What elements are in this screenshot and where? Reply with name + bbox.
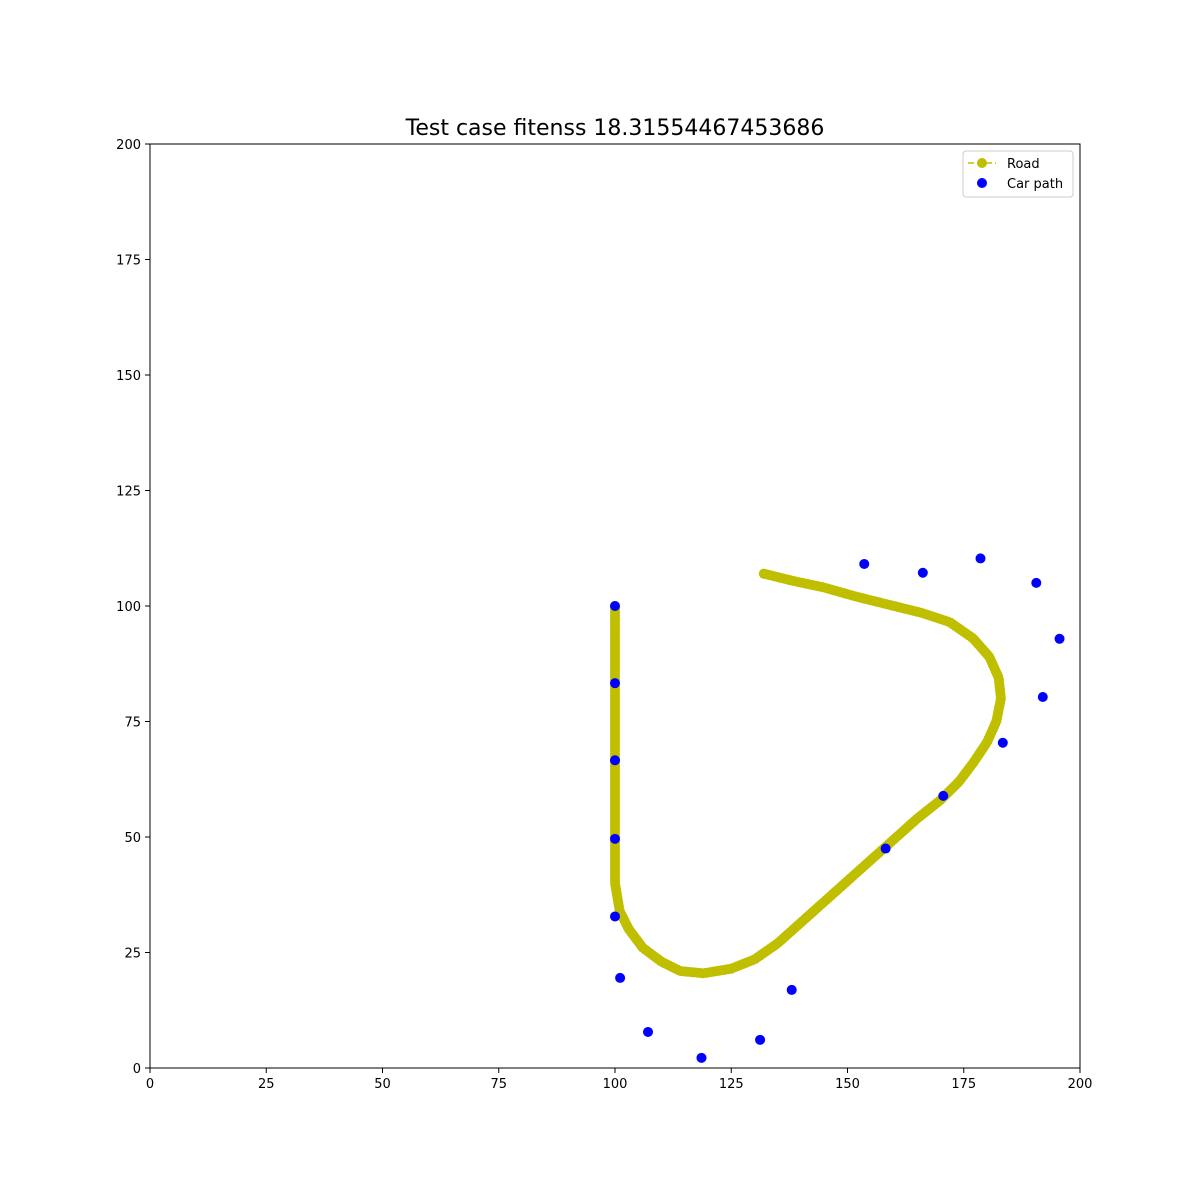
y-tick-label: 75	[124, 716, 141, 731]
road-series	[610, 568, 1006, 979]
car-path-point	[880, 843, 891, 854]
road-point	[758, 568, 769, 579]
car-path-point	[610, 601, 620, 611]
x-axis: 0 25 50 75 100 125 150 175 200	[146, 1068, 1093, 1092]
y-tick-label: 25	[124, 947, 141, 962]
x-tick-label: 200	[1068, 1077, 1093, 1092]
y-tick-label: 200	[116, 138, 141, 153]
x-tick-label: 0	[146, 1077, 154, 1092]
car-path-point	[610, 911, 620, 922]
x-tick-label: 100	[603, 1077, 628, 1092]
legend: Road Car path	[962, 150, 1074, 198]
car-path-point	[938, 790, 949, 801]
y-tick-label: 150	[116, 369, 141, 384]
legend-car-marker	[977, 178, 987, 188]
y-tick-label: 125	[116, 485, 141, 500]
x-tick-label: 25	[258, 1077, 275, 1092]
y-tick-label: 50	[124, 831, 141, 846]
car-path-point	[696, 1052, 707, 1063]
car-path-point	[610, 755, 620, 766]
legend-car-label: Car path	[1007, 177, 1063, 192]
y-tick-label: 0	[133, 1062, 141, 1077]
car-path-point	[1037, 692, 1048, 703]
car-path-point	[917, 567, 928, 578]
y-tick-label: 175	[116, 254, 141, 269]
chart-title: Test case fitenss 18.31554467453686	[405, 116, 825, 141]
car-path-point	[997, 737, 1008, 748]
car-path-point	[755, 1034, 766, 1045]
car-path-point	[786, 984, 797, 995]
car-path-point	[975, 553, 986, 564]
car-path-point	[615, 972, 626, 983]
car-path-point	[610, 833, 620, 844]
car-path-point	[1054, 633, 1065, 644]
y-tick-label: 100	[116, 600, 141, 615]
y-axis: 0 25 50 75 100 125 150 175 200	[116, 138, 150, 1077]
x-tick-label: 50	[374, 1077, 391, 1092]
car-path-series	[610, 553, 1065, 1063]
car-path-point	[643, 1026, 654, 1037]
car-path-point	[610, 678, 620, 689]
x-tick-label: 150	[835, 1077, 860, 1092]
legend-road-marker	[977, 158, 987, 168]
x-tick-label: 125	[719, 1077, 744, 1092]
x-tick-label: 75	[490, 1077, 507, 1092]
legend-road-label: Road	[1007, 157, 1040, 172]
car-path-point	[859, 558, 870, 569]
car-path-point	[1031, 577, 1042, 588]
x-tick-label: 175	[951, 1077, 976, 1092]
